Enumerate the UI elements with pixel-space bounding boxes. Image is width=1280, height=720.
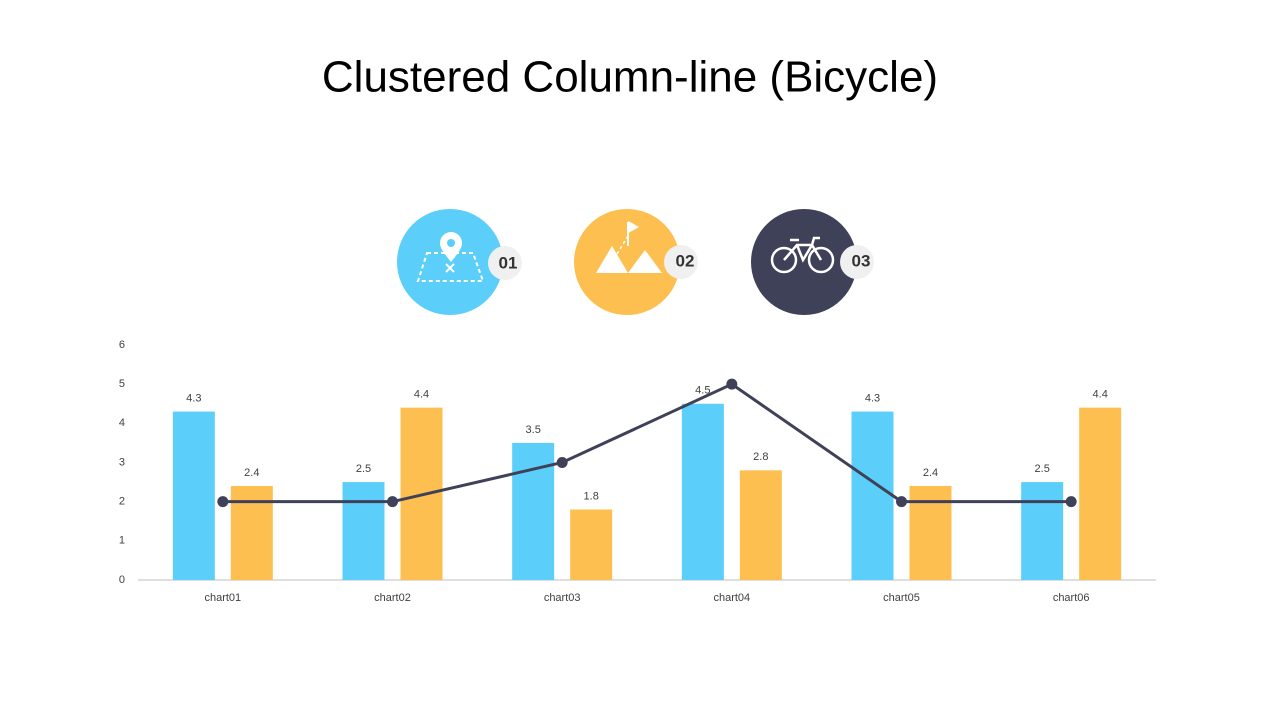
y-tick-label: 0 — [119, 574, 125, 586]
y-tick-label: 4 — [119, 417, 125, 429]
x-tick-label: chart03 — [544, 592, 581, 604]
value-label: 2.4 — [244, 467, 259, 479]
bar — [570, 509, 613, 580]
badge: 02 — [676, 251, 695, 270]
line-point — [217, 496, 229, 508]
x-tick-label: chart01 — [204, 592, 241, 604]
value-label: 1.8 — [584, 490, 599, 502]
y-tick-label: 2 — [119, 496, 125, 508]
chart-title: Clustered Column-line (Bicycle) — [322, 53, 938, 102]
badge: 01 — [499, 253, 518, 272]
x-tick-label: chart06 — [1053, 592, 1090, 604]
badge: 03 — [852, 251, 871, 270]
value-label: 2.4 — [923, 467, 938, 479]
value-label: 4.5 — [695, 385, 710, 397]
bar — [1021, 482, 1064, 580]
y-tick-label: 3 — [119, 456, 125, 468]
value-label: 4.3 — [865, 392, 880, 404]
bar — [1079, 407, 1122, 580]
icon-3: 03 — [751, 209, 874, 315]
value-label: 4.4 — [1093, 389, 1108, 401]
bar — [681, 403, 724, 580]
line-point — [387, 496, 398, 508]
x-tick-label: chart02 — [374, 592, 411, 604]
value-label: 2.5 — [356, 463, 371, 475]
bar — [512, 442, 555, 580]
line-point — [726, 378, 738, 390]
x-tick-label: chart05 — [883, 592, 920, 604]
icon-2: 02 — [574, 209, 698, 315]
value-label: 2.8 — [753, 451, 768, 463]
icon-1: 01 — [397, 209, 522, 315]
x-tick-label: chart04 — [713, 592, 750, 604]
value-label: 4.4 — [414, 389, 429, 401]
bar — [909, 486, 952, 580]
line-point — [556, 457, 568, 468]
value-label: 3.5 — [526, 424, 541, 436]
line-point — [896, 496, 907, 508]
bar — [739, 470, 782, 580]
bar — [342, 482, 385, 580]
value-label: 4.3 — [186, 392, 201, 404]
y-tick-label: 5 — [119, 378, 125, 390]
y-tick-label: 6 — [119, 339, 125, 351]
line — [222, 382, 1072, 504]
value-label: 2.5 — [1035, 463, 1050, 475]
bar — [230, 486, 273, 580]
y-tick-label: 1 — [119, 535, 125, 547]
bar — [172, 411, 215, 580]
bar — [851, 411, 894, 580]
line-point — [1065, 496, 1077, 508]
